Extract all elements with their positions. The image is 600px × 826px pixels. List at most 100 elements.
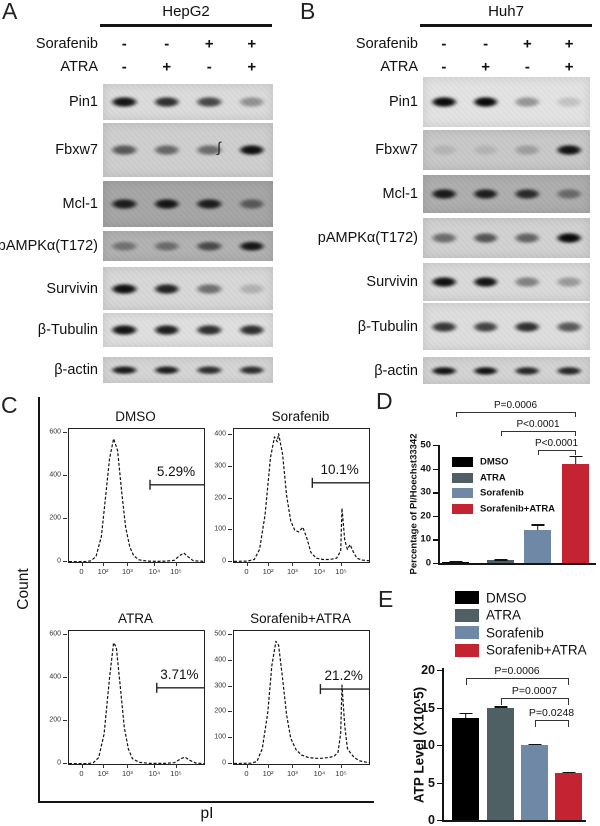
panel-b-cell-line-title: Huh7 <box>488 3 524 20</box>
bar-ytick-label: 15 <box>421 700 435 715</box>
blot-strip <box>103 84 273 120</box>
blot-band <box>550 274 588 290</box>
flow-xtick-mark <box>341 562 342 566</box>
blot-label: Survivin <box>46 280 98 297</box>
bar-sorafenib-atra <box>562 463 589 563</box>
flow-gate-percentage: 21.2% <box>324 668 363 684</box>
blot-strip <box>103 357 273 383</box>
panel-e-letter: E <box>378 586 394 612</box>
blot-band <box>105 239 143 253</box>
blot-band <box>425 319 463 334</box>
legend-label: Sorafenib <box>480 487 524 499</box>
blot-band <box>105 94 143 110</box>
flow-xtick-mark <box>319 562 321 566</box>
flow-xtick-label: 10³ <box>121 769 133 778</box>
legend-swatch-sorafenib <box>452 488 473 499</box>
flow-ytick-mark <box>228 763 232 764</box>
blot-band <box>148 239 186 253</box>
blot-label: β-Tubulin <box>357 318 418 335</box>
bar-ytick-label: 20 <box>421 663 435 677</box>
flow-ytick-mark <box>228 561 232 562</box>
flow-ytick-label: 400 <box>49 471 61 479</box>
treatment-label: Sorafenib <box>355 36 418 52</box>
flow-plot-box <box>68 428 205 563</box>
flow-xtick-label: 10⁴ <box>313 769 326 778</box>
blot-label: pAMPKα(T172) <box>317 230 418 246</box>
flow-ytick-label: 0 <box>57 557 61 565</box>
treatment-symbol: + <box>204 35 214 53</box>
blot-strip <box>423 263 590 301</box>
blot-band <box>467 364 504 377</box>
blot-band <box>509 142 546 158</box>
blot-band <box>233 94 271 110</box>
blot-band <box>509 319 546 334</box>
blot-band <box>467 274 504 290</box>
flow-xtick-mark <box>127 562 129 566</box>
legend-label: Sorafenib+ATRA <box>480 503 556 515</box>
flow-ytick-mark <box>228 529 232 531</box>
flow-xtick-mark <box>127 764 129 768</box>
flow-ytick-mark <box>228 685 232 687</box>
flow-ytick-mark <box>228 434 232 436</box>
blot-band <box>425 94 463 110</box>
bar-y-axis-line <box>442 668 444 820</box>
bar-ytick-mark <box>437 820 442 822</box>
flow-ytick-mark <box>63 677 67 679</box>
blot-strip <box>423 218 590 258</box>
blot-strip <box>103 231 273 261</box>
flow-xtick-mark <box>268 764 270 768</box>
blot-band <box>148 364 186 376</box>
flow-histogram-svg <box>234 640 369 764</box>
significance-bracket <box>500 431 576 436</box>
blot-strip <box>103 313 273 347</box>
flow-xtick-label: 10⁴ <box>148 567 161 576</box>
blot-label: β-actin <box>374 362 418 379</box>
legend-swatch-dmso <box>455 591 479 604</box>
error-bar-cap <box>569 455 582 458</box>
legend-swatch-sorafenib-atra <box>452 503 473 514</box>
bar-ytick-label: 10 <box>421 738 435 752</box>
blot-band <box>148 322 186 338</box>
blot-label: pAMPKα(T172) <box>0 238 98 254</box>
flow-gate-percentage: 3.71% <box>160 666 199 682</box>
flow-xtick-label: 10² <box>262 769 274 778</box>
error-bar-cap <box>528 743 541 746</box>
treatment-symbol: + <box>564 58 574 76</box>
bar-ytick-mark <box>433 539 438 541</box>
blot-band <box>105 364 143 376</box>
flow-plot-title: ATRA <box>117 611 154 626</box>
blot-strip <box>423 130 590 170</box>
flow-ytick-label: 300 <box>214 682 226 690</box>
flow-ytick-label: 0 <box>57 759 61 767</box>
treatment-symbol: - <box>164 35 170 53</box>
flow-ytick-mark <box>63 634 67 636</box>
flow-ytick-label: 400 <box>214 430 226 438</box>
flow-xtick-label: 10³ <box>286 769 298 778</box>
flow-xtick-mark <box>292 764 294 768</box>
blot-band <box>425 142 463 158</box>
bar-ytick-mark <box>437 782 442 784</box>
legend-label: Sorafenib <box>486 625 544 640</box>
flow-xtick-label: 10⁵ <box>170 769 182 778</box>
treatment-symbol: + <box>162 58 172 76</box>
flow-ytick-label: 200 <box>49 716 61 724</box>
legend-swatch-sorafenib <box>455 626 479 639</box>
blot-band <box>105 142 143 158</box>
flow-xtick-label: 10⁴ <box>313 567 326 576</box>
blot-strip: ∫ <box>103 123 273 177</box>
bar-x-axis-line <box>442 820 586 822</box>
flow-xtick-label: 10² <box>262 567 274 576</box>
flow-plot-box <box>68 630 205 765</box>
blot-band <box>190 364 228 376</box>
blot-band <box>233 196 271 212</box>
bar-ytick-label: 10 <box>420 533 431 545</box>
panel-b-letter: B <box>300 0 316 24</box>
flow-ytick-label: 400 <box>214 656 226 664</box>
panel-a-title-underline <box>100 24 272 27</box>
error-bar-line <box>536 524 539 530</box>
blot-strip <box>423 77 590 127</box>
flow-plot-title: Sorafenib <box>271 409 330 424</box>
error-bar-line <box>464 712 467 718</box>
flow-xtick-label: 0 <box>79 769 84 778</box>
treatment-symbol: + <box>247 35 257 53</box>
